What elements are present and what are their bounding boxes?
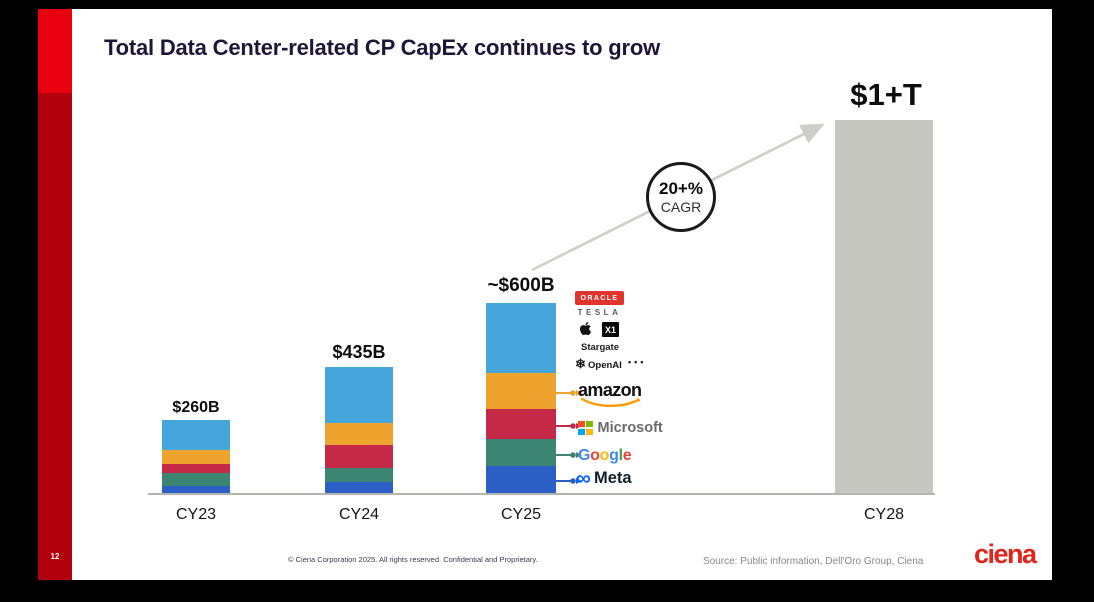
bar-CY25: [486, 303, 556, 493]
openai-logo: OpenAI: [575, 356, 622, 374]
meta-infinity-icon: ∞: [576, 467, 591, 490]
google-letter: l: [618, 447, 623, 464]
bar-value-label-cy24: $435B: [332, 342, 386, 362]
slide: 12 Total Data Center-related CP CapEx co…: [38, 9, 1052, 580]
bar-CY28: [835, 120, 933, 493]
bar-value-label-cy25: ~$600B: [487, 275, 555, 296]
more-companies-ellipsis: •••: [628, 357, 647, 367]
bar-CY24: [325, 367, 393, 493]
bar-CY23: [162, 420, 230, 493]
amazon-smile-icon: [580, 397, 641, 408]
microsoft-logo: Microsoft: [578, 420, 663, 436]
tesla-logo: TESLA: [577, 308, 622, 317]
google-letter: o: [599, 447, 610, 464]
meta-logo: ∞ Meta: [576, 468, 632, 489]
openai-icon: [575, 356, 586, 374]
amazon-wordmark: amazon: [578, 380, 642, 400]
page-number: 12: [50, 552, 60, 561]
segment-amazon: [486, 373, 556, 410]
segment-meta: [162, 486, 230, 493]
category-label-cy24: CY24: [338, 506, 380, 523]
copyright-text: © Ciena Corporation 2025. All rights res…: [288, 555, 538, 564]
openai-wordmark: OpenAI: [588, 359, 622, 371]
segment-google: [486, 439, 556, 467]
ciena-logo: ciena: [974, 539, 1037, 569]
segment-microsoft: [486, 409, 556, 440]
segment-others: [325, 367, 393, 424]
microsoft-square: [578, 420, 585, 428]
segment-google: [162, 473, 230, 487]
segment-microsoft: [325, 445, 393, 469]
link-arrow-amazon: [570, 390, 576, 396]
microsoft-square: [586, 420, 593, 428]
left-red-stripe-top: [38, 9, 72, 93]
microsoft-square: [586, 428, 593, 436]
oracle-logo: ORACLE: [575, 291, 624, 305]
segment-others: [486, 303, 556, 374]
google-letter: o: [590, 447, 600, 464]
google-letter: e: [622, 447, 632, 464]
category-label-cy28: CY28: [863, 506, 905, 523]
x-axis-line: [148, 493, 935, 495]
microsoft-wordmark: Microsoft: [597, 420, 663, 436]
xai-logo: X1: [602, 322, 619, 337]
bar-value-label-cy28: $1+T: [850, 77, 922, 112]
bar-value-label-cy23: $260B: [172, 399, 220, 416]
segment-microsoft: [162, 464, 230, 474]
cagr-value: 20+%: [659, 179, 703, 199]
category-label-cy23: CY23: [175, 506, 217, 523]
link-arrow-meta: [570, 478, 576, 484]
stargate-logo: Stargate: [580, 342, 619, 353]
cagr-annotation-circle: 20+% CAGR: [646, 162, 716, 232]
microsoft-square: [578, 428, 585, 436]
segment-meta: [486, 466, 556, 493]
segment-amazon: [325, 423, 393, 446]
segment-amazon: [162, 449, 230, 465]
google-letter: G: [578, 447, 591, 464]
amazon-logo: amazon: [578, 381, 656, 408]
segment-meta: [325, 482, 393, 493]
google-letter: g: [609, 447, 619, 464]
slide-title: Total Data Center-related CP CapEx conti…: [104, 35, 660, 60]
microsoft-icon: [578, 420, 593, 436]
source-text: Source: Public information, Dell'Oro Gro…: [703, 556, 924, 567]
left-red-stripe: [38, 9, 72, 580]
segment-others: [162, 420, 230, 450]
segment-google: [325, 468, 393, 482]
meta-wordmark: Meta: [593, 469, 632, 487]
link-arrow-google: [570, 452, 576, 458]
cagr-label: CAGR: [660, 198, 702, 215]
google-logo: Google: [578, 447, 632, 465]
link-arrow-microsoft: [570, 423, 576, 429]
apple-logo-icon: [579, 321, 592, 341]
category-label-cy25: CY25: [500, 506, 542, 523]
